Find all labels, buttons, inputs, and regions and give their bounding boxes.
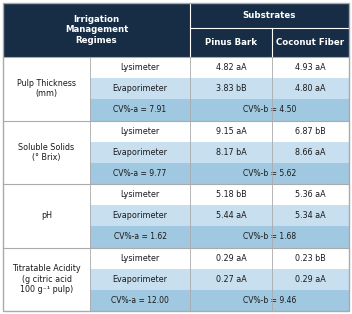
Bar: [190, 290, 272, 311]
Text: 5.44 aA: 5.44 aA: [216, 211, 246, 220]
Text: Titratable Acidity
(g citric acid
100 g⁻¹ pulp): Titratable Acidity (g citric acid 100 g⁻…: [12, 264, 81, 294]
Text: Irrigation
Management
Regimes: Irrigation Management Regimes: [65, 15, 128, 45]
Text: pH: pH: [41, 211, 52, 220]
Text: 3.83 bB: 3.83 bB: [216, 84, 246, 93]
Bar: [190, 142, 272, 163]
Bar: [3, 184, 90, 247]
Text: 8.66 aA: 8.66 aA: [295, 148, 326, 157]
Bar: [90, 247, 190, 269]
Bar: [90, 290, 190, 311]
Text: CV%-a = 7.91: CV%-a = 7.91: [113, 106, 166, 114]
Bar: [272, 184, 349, 205]
Text: CV%-b = 4.50: CV%-b = 4.50: [243, 106, 296, 114]
Bar: [272, 247, 349, 269]
Text: 6.87 bB: 6.87 bB: [295, 127, 326, 136]
Text: CV%-a = 1.62: CV%-a = 1.62: [113, 232, 166, 241]
Text: Lysimeter: Lysimeter: [120, 63, 159, 72]
Bar: [272, 57, 349, 78]
Bar: [190, 121, 272, 142]
Bar: [190, 57, 272, 78]
Text: CV%-b = 1.68: CV%-b = 1.68: [243, 232, 296, 241]
Text: 4.80 aA: 4.80 aA: [295, 84, 326, 93]
Text: CV%-a = 9.77: CV%-a = 9.77: [113, 169, 166, 178]
Bar: [3, 3, 349, 57]
Bar: [190, 78, 272, 99]
Text: 9.15 aA: 9.15 aA: [216, 127, 246, 136]
Text: 4.93 aA: 4.93 aA: [295, 63, 326, 72]
Text: CV%-a = 12.00: CV%-a = 12.00: [111, 296, 169, 305]
Bar: [90, 121, 190, 142]
Text: Evaporimeter: Evaporimeter: [113, 148, 168, 157]
Bar: [190, 247, 272, 269]
Text: CV%-b = 5.62: CV%-b = 5.62: [243, 169, 296, 178]
Bar: [272, 269, 349, 290]
Bar: [90, 269, 190, 290]
Bar: [90, 142, 190, 163]
Bar: [190, 269, 272, 290]
Text: Evaporimeter: Evaporimeter: [113, 211, 168, 220]
Text: 0.29 aA: 0.29 aA: [295, 275, 326, 284]
Bar: [272, 99, 349, 121]
Text: Pinus Bark: Pinus Bark: [205, 38, 257, 47]
Bar: [3, 121, 90, 184]
Bar: [90, 226, 190, 247]
Text: Evaporimeter: Evaporimeter: [113, 275, 168, 284]
Bar: [190, 163, 272, 184]
Text: 5.34 aA: 5.34 aA: [295, 211, 326, 220]
Bar: [272, 290, 349, 311]
Text: 8.17 bA: 8.17 bA: [216, 148, 246, 157]
Bar: [90, 99, 190, 121]
Text: Soluble Solids
(° Brix): Soluble Solids (° Brix): [18, 143, 75, 162]
Bar: [90, 205, 190, 226]
Text: 0.29 aA: 0.29 aA: [216, 254, 246, 263]
Text: 0.27 aA: 0.27 aA: [216, 275, 246, 284]
Text: Lysimeter: Lysimeter: [120, 127, 159, 136]
Bar: [190, 226, 272, 247]
Text: 5.36 aA: 5.36 aA: [295, 190, 326, 199]
Text: Lysimeter: Lysimeter: [120, 190, 159, 199]
Bar: [272, 163, 349, 184]
Bar: [272, 121, 349, 142]
Bar: [90, 184, 190, 205]
Text: Lysimeter: Lysimeter: [120, 254, 159, 263]
Bar: [190, 184, 272, 205]
Text: CV%-b = 9.46: CV%-b = 9.46: [243, 296, 296, 305]
Bar: [3, 247, 90, 311]
Bar: [272, 78, 349, 99]
Bar: [90, 57, 190, 78]
Bar: [90, 163, 190, 184]
Text: Evaporimeter: Evaporimeter: [113, 84, 168, 93]
Bar: [272, 142, 349, 163]
Text: 0.23 bB: 0.23 bB: [295, 254, 326, 263]
Text: 5.18 bB: 5.18 bB: [216, 190, 246, 199]
Bar: [272, 205, 349, 226]
Bar: [90, 78, 190, 99]
Text: 4.82 aA: 4.82 aA: [216, 63, 246, 72]
Bar: [190, 205, 272, 226]
Text: Coconut Fiber: Coconut Fiber: [276, 38, 345, 47]
Bar: [272, 226, 349, 247]
Text: Pulp Thickness
(mm): Pulp Thickness (mm): [17, 79, 76, 99]
Bar: [3, 57, 90, 121]
Bar: [190, 99, 272, 121]
Text: Substrates: Substrates: [243, 11, 296, 20]
